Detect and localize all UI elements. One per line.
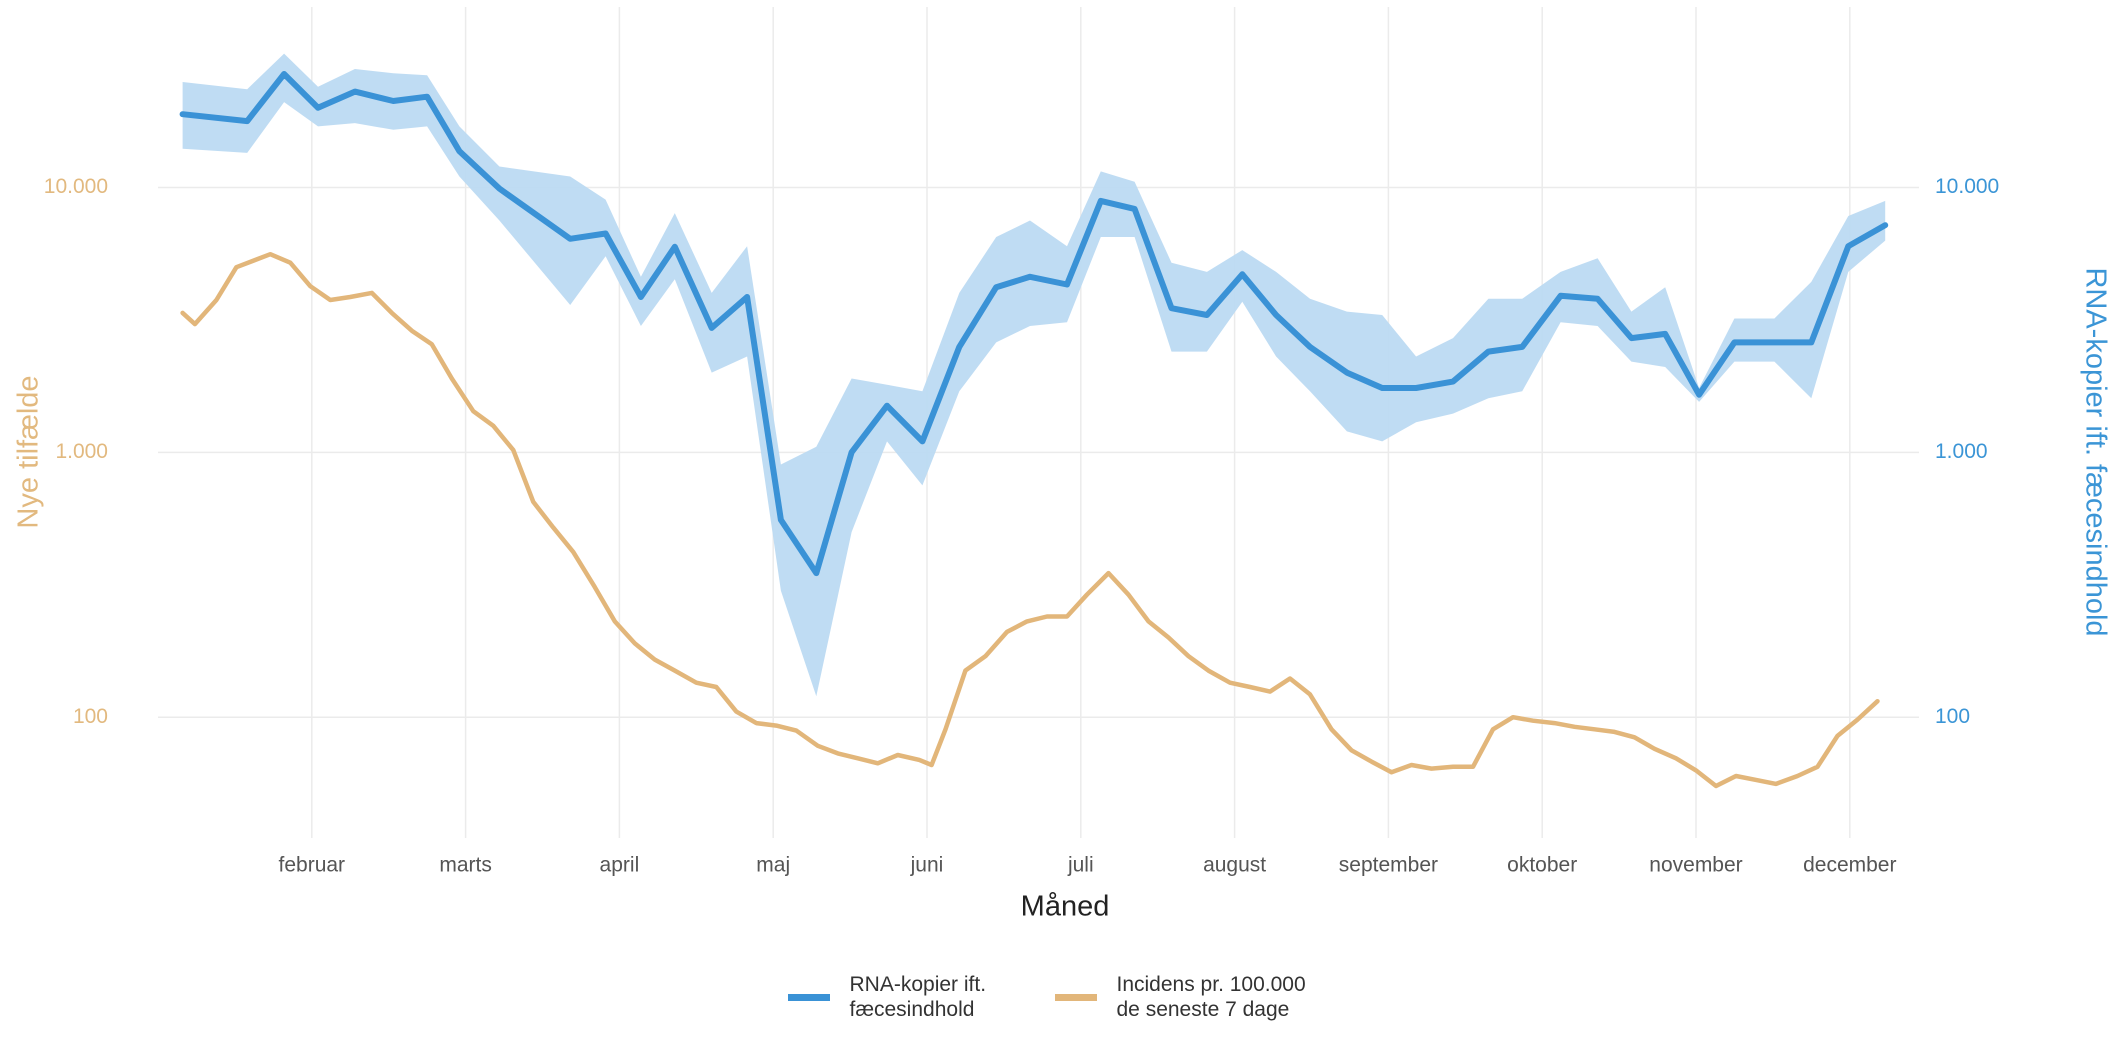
x-tick-label: juni [910,854,944,877]
grid [158,7,1919,838]
x-tick-label: december [1803,854,1896,877]
legend-item: RNA-kopier ift. fæcesindhold [787,972,1015,1022]
y2-axis-title: RNA-kopier ift. fæcesindhold [2079,267,2111,636]
y-tick-label: 10.000 [44,175,108,198]
x-tick-label: september [1339,854,1438,877]
chart: Måned Nye tilfælde RNA-kopier ift. fæces… [13,7,2111,923]
y2-tick-label: 10.000 [1935,175,1999,198]
x-tick-label: april [600,854,640,877]
x-tick-label: november [1649,854,1742,877]
legend-item: Incidens pr. 100.000 de seneste 7 dage [1054,972,1332,1022]
x-tick-label: maj [756,854,790,877]
y-tick-label: 100 [73,705,108,728]
legend: RNA-kopier ift. fæcesindhold Incidens pr.… [0,972,2119,1022]
x-tick-label: februar [279,854,346,877]
x-tick-label: juli [1067,854,1094,877]
line [179,71,1889,577]
legend-swatch [787,993,830,1001]
x-axis-title: Måned [1021,891,1110,923]
legend-swatch [1054,993,1097,1001]
y-tick-label: 1.000 [55,440,108,463]
y2-tick-label: 100 [1935,705,1970,728]
y-axis-title: Nye tilfælde [13,375,45,528]
line [180,251,1880,789]
y2-tick-label: 1.000 [1935,440,1988,463]
confidence-band [182,53,1886,697]
legend-label: Incidens pr. 100.000 de seneste 7 dage [1116,973,1306,1021]
x-tick-label: marts [439,854,492,877]
legend-label: RNA-kopier ift. fæcesindhold [849,973,987,1021]
x-tick-label: august [1203,854,1266,877]
x-tick-label: oktober [1507,854,1577,877]
